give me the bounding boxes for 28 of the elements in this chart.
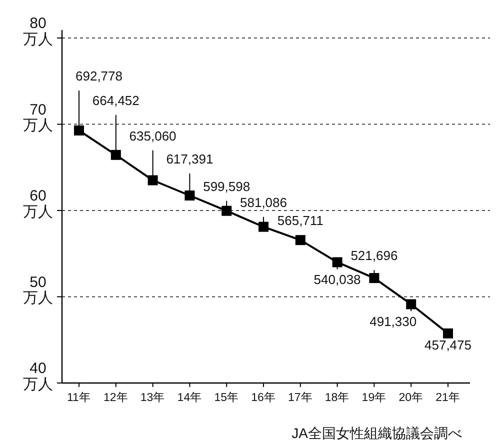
annotation: 565,711 — [277, 213, 324, 228]
x-tick-label: 14年 — [177, 391, 202, 404]
annotation: 540,038 — [314, 272, 361, 288]
annotation: 635,060 — [129, 128, 176, 144]
annotation: 521,696 — [350, 248, 398, 264]
x-tick-label: 19年 — [362, 391, 387, 404]
y-tick-label: 50 万人 — [23, 274, 53, 306]
annotation: 692,778 — [76, 68, 122, 84]
annotation: 491,330 — [370, 314, 417, 330]
y-tick-label: 80 万人 — [23, 15, 53, 48]
x-tick-label: 21年 — [436, 391, 460, 404]
x-tick-label: 18年 — [324, 391, 350, 404]
x-tick-label: 13年 — [140, 391, 166, 404]
x-tick-label: 12年 — [104, 391, 128, 404]
x-tick-label: 16年 — [251, 391, 276, 404]
text: JA全国女性組織協議会調べ — [292, 425, 462, 441]
annotation: 617,391 — [166, 152, 214, 166]
annotation: 457,475 — [424, 337, 472, 352]
x-tick-label: 20年 — [398, 391, 424, 404]
annotation: 599,598 — [203, 178, 250, 194]
x-tick-label: 17年 — [288, 391, 313, 404]
y-tick-label: 70 万人 — [23, 101, 53, 134]
annotation: 581,086 — [240, 194, 287, 210]
x-tick-label: 11年 — [67, 391, 91, 404]
y-tick-label: 40 万人 — [23, 360, 53, 393]
x-tick-label: 15年 — [214, 391, 239, 404]
y-tick-label: 60 万人 — [23, 188, 53, 220]
annotation: 664,452 — [92, 92, 140, 108]
